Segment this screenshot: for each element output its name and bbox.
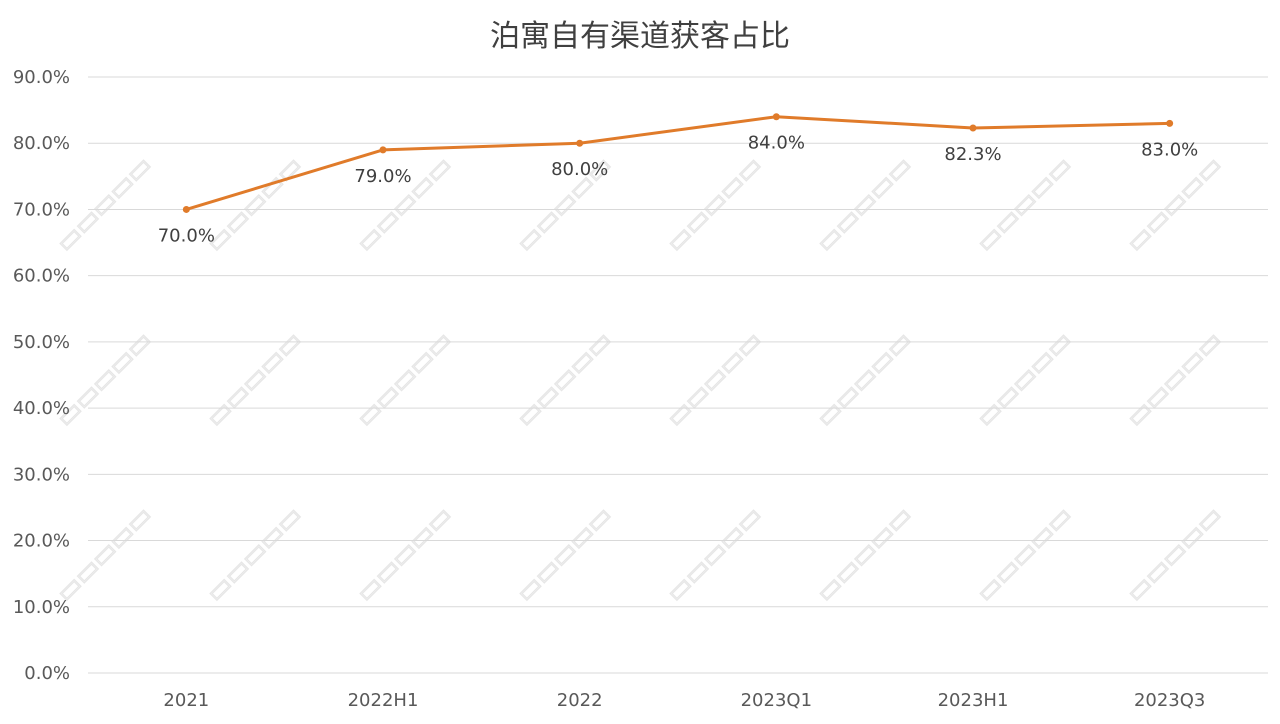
- watermark-mark: ▭▭▭▭▭: [350, 500, 458, 608]
- watermark-mark: ▭▭▭▭▭: [660, 500, 768, 608]
- x-tick-label: 2022H1: [348, 690, 419, 711]
- watermark-mark: ▭▭▭▭▭: [50, 500, 158, 608]
- y-tick-label: 40.0%: [13, 398, 70, 419]
- y-tick-label: 70.0%: [13, 199, 70, 220]
- series-line: [184, 115, 1172, 211]
- watermark-mark: ▭▭▭▭▭: [810, 500, 918, 608]
- watermark-mark: ▭▭▭▭▭: [810, 150, 918, 258]
- series-layer: [182, 113, 1174, 213]
- watermark-mark: ▭▭▭▭▭: [660, 150, 768, 258]
- data-point: [379, 146, 387, 154]
- y-tick-label: 30.0%: [13, 464, 70, 485]
- data-label: 79.0%: [354, 166, 411, 187]
- data-point: [969, 124, 977, 132]
- watermark-mark: ▭▭▭▭▭: [1120, 150, 1228, 258]
- y-tick-label: 20.0%: [13, 531, 70, 552]
- watermark-mark: ▭▭▭▭▭: [200, 150, 308, 258]
- y-tick-label: 10.0%: [13, 597, 70, 618]
- watermark-layer: ▭▭▭▭▭ ▭▭▭▭▭ ▭▭▭▭▭ ▭▭▭▭▭ ▭▭▭▭▭ ▭▭▭▭▭ ▭▭▭▭▭ ▭▭▭▭▭…: [50, 150, 1229, 609]
- y-tick-label: 0.0%: [24, 663, 70, 684]
- x-axis-ticks: 2021 2022H1 2022 2023Q1 2023H1 2023Q3: [163, 690, 1205, 711]
- data-labels: 70.0% 79.0% 80.0% 84.0% 82.3% 83.0%: [158, 133, 1199, 247]
- data-point: [576, 139, 584, 147]
- y-tick-label: 50.0%: [13, 332, 70, 353]
- x-tick-label: 2023Q3: [1134, 690, 1205, 711]
- x-tick-label: 2021: [163, 690, 209, 711]
- chart-title: 泊寓自有渠道获客占比: [490, 19, 790, 54]
- data-label: 83.0%: [1141, 139, 1198, 160]
- data-point: [1166, 119, 1174, 127]
- data-label: 84.0%: [748, 133, 805, 154]
- data-point: [772, 113, 780, 121]
- y-tick-label: 90.0%: [13, 67, 70, 88]
- watermark-mark: ▭▭▭▭▭: [970, 150, 1078, 258]
- data-label: 80.0%: [551, 159, 608, 180]
- watermark-mark: ▭▭▭▭▭: [200, 500, 308, 608]
- y-axis-ticks: 0.0% 10.0% 20.0% 30.0% 40.0% 50.0% 60.0% 70.0% 8…: [13, 67, 70, 684]
- x-tick-label: 2022: [557, 690, 603, 711]
- x-tick-label: 2023Q1: [741, 690, 812, 711]
- watermark-mark: ▭▭▭▭▭: [970, 500, 1078, 608]
- y-tick-label: 80.0%: [13, 133, 70, 154]
- data-point: [182, 205, 190, 213]
- y-tick-label: 60.0%: [13, 266, 70, 287]
- data-label: 82.3%: [944, 144, 1001, 165]
- data-label: 70.0%: [158, 225, 215, 246]
- gridlines: [88, 76, 1268, 674]
- watermark-mark: ▭▭▭▭▭: [1120, 500, 1228, 608]
- watermark-mark: ▭▭▭▭▭: [510, 500, 618, 608]
- x-tick-label: 2023H1: [938, 690, 1009, 711]
